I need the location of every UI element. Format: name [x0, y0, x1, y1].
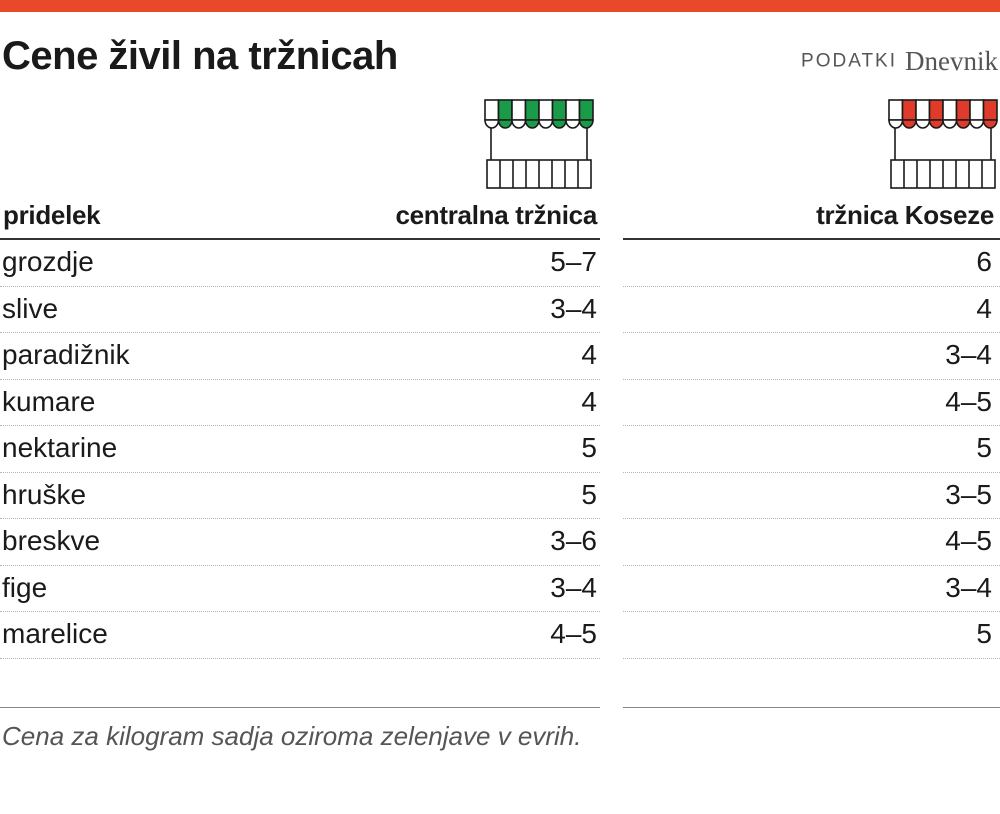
koseze-price-cell: 5 — [976, 432, 992, 463]
awning — [484, 99, 594, 129]
top-accent-bar — [0, 0, 1000, 12]
product-cell: grozdje — [2, 246, 94, 277]
row-divider — [623, 378, 1000, 380]
product-cell: paradižnik — [2, 339, 130, 370]
row-divider — [0, 471, 600, 473]
row-divider — [0, 564, 600, 566]
footnote: Cena za kilogram sadja oziroma zelenjave… — [2, 721, 582, 751]
central-price-cell: 4 — [581, 385, 597, 417]
product-cell: nektarine — [2, 432, 118, 463]
footer-rule-left — [0, 707, 600, 708]
row-divider — [623, 564, 1000, 566]
awning — [888, 99, 998, 129]
row-divider — [623, 657, 1000, 659]
row-divider — [0, 332, 600, 333]
product-cell: kumare — [2, 385, 96, 417]
column-header-product: pridelek — [3, 200, 101, 230]
table-row: marelice 4–5 5 — [0, 612, 1000, 659]
table-row: fige 3–4 3–4 — [0, 566, 1000, 612]
product-cell: breskve — [2, 525, 101, 556]
central-price-cell: 5–7 — [550, 246, 597, 277]
central-price-cell: 3–4 — [550, 571, 597, 603]
source-brand: Dnevnik — [905, 46, 998, 76]
table-row: nektarine 5 5 — [0, 426, 1000, 473]
row-divider — [623, 518, 1000, 519]
footer-rule-right — [623, 707, 1000, 708]
product-cell: slive — [2, 292, 59, 324]
koseze-price-cell: 3–4 — [945, 339, 992, 370]
source-label: PODATKI — [801, 50, 898, 72]
product-cell: marelice — [2, 618, 108, 649]
central-price-cell: 4–5 — [550, 618, 597, 649]
product-cell: hruške — [2, 478, 87, 510]
central-price-cell: 4 — [581, 339, 597, 370]
market-stall-red-icon — [888, 99, 998, 189]
table-row: breskve 3–6 4–5 — [0, 519, 1000, 566]
row-divider — [0, 378, 600, 380]
market-stall-green-icon — [484, 99, 594, 189]
column-header-central-market: centralna tržnica — [395, 200, 597, 230]
table-body: grozdje 5–7 6 slive 3–4 4 paradižnik 4 3… — [0, 240, 1000, 659]
row-divider — [0, 611, 600, 612]
row-divider — [623, 471, 1000, 473]
koseze-price-cell: 3–5 — [945, 478, 992, 510]
table-row: slive 3–4 4 — [0, 287, 1000, 333]
source-credit: PODATKI Dnevnik — [801, 46, 998, 77]
row-divider — [623, 611, 1000, 612]
koseze-price-cell: 5 — [976, 618, 992, 649]
column-header-koseze-market: tržnica Koseze — [816, 200, 994, 230]
koseze-price-cell: 4 — [976, 292, 992, 324]
row-divider — [0, 425, 600, 426]
row-divider — [0, 518, 600, 519]
row-divider — [623, 425, 1000, 426]
row-divider — [0, 285, 600, 287]
koseze-price-cell: 3–4 — [945, 571, 992, 603]
central-price-cell: 5 — [581, 478, 597, 510]
table-row: paradižnik 4 3–4 — [0, 333, 1000, 380]
central-price-cell: 3–4 — [550, 292, 597, 324]
header-rule-left — [0, 238, 600, 240]
central-price-cell: 3–6 — [550, 525, 597, 556]
row-divider — [623, 332, 1000, 333]
table-row: hruške 5 3–5 — [0, 473, 1000, 519]
row-divider — [0, 657, 600, 659]
central-price-cell: 5 — [581, 432, 597, 463]
header-rule-right — [623, 238, 1000, 240]
koseze-price-cell: 6 — [976, 246, 992, 277]
product-cell: fige — [2, 571, 48, 603]
koseze-price-cell: 4–5 — [945, 525, 992, 556]
row-divider — [623, 285, 1000, 287]
table-row: grozdje 5–7 6 — [0, 240, 1000, 287]
koseze-price-cell: 4–5 — [945, 385, 992, 417]
table-row: kumare 4 4–5 — [0, 380, 1000, 426]
chart-title: Cene živil na tržnicah — [2, 34, 398, 78]
